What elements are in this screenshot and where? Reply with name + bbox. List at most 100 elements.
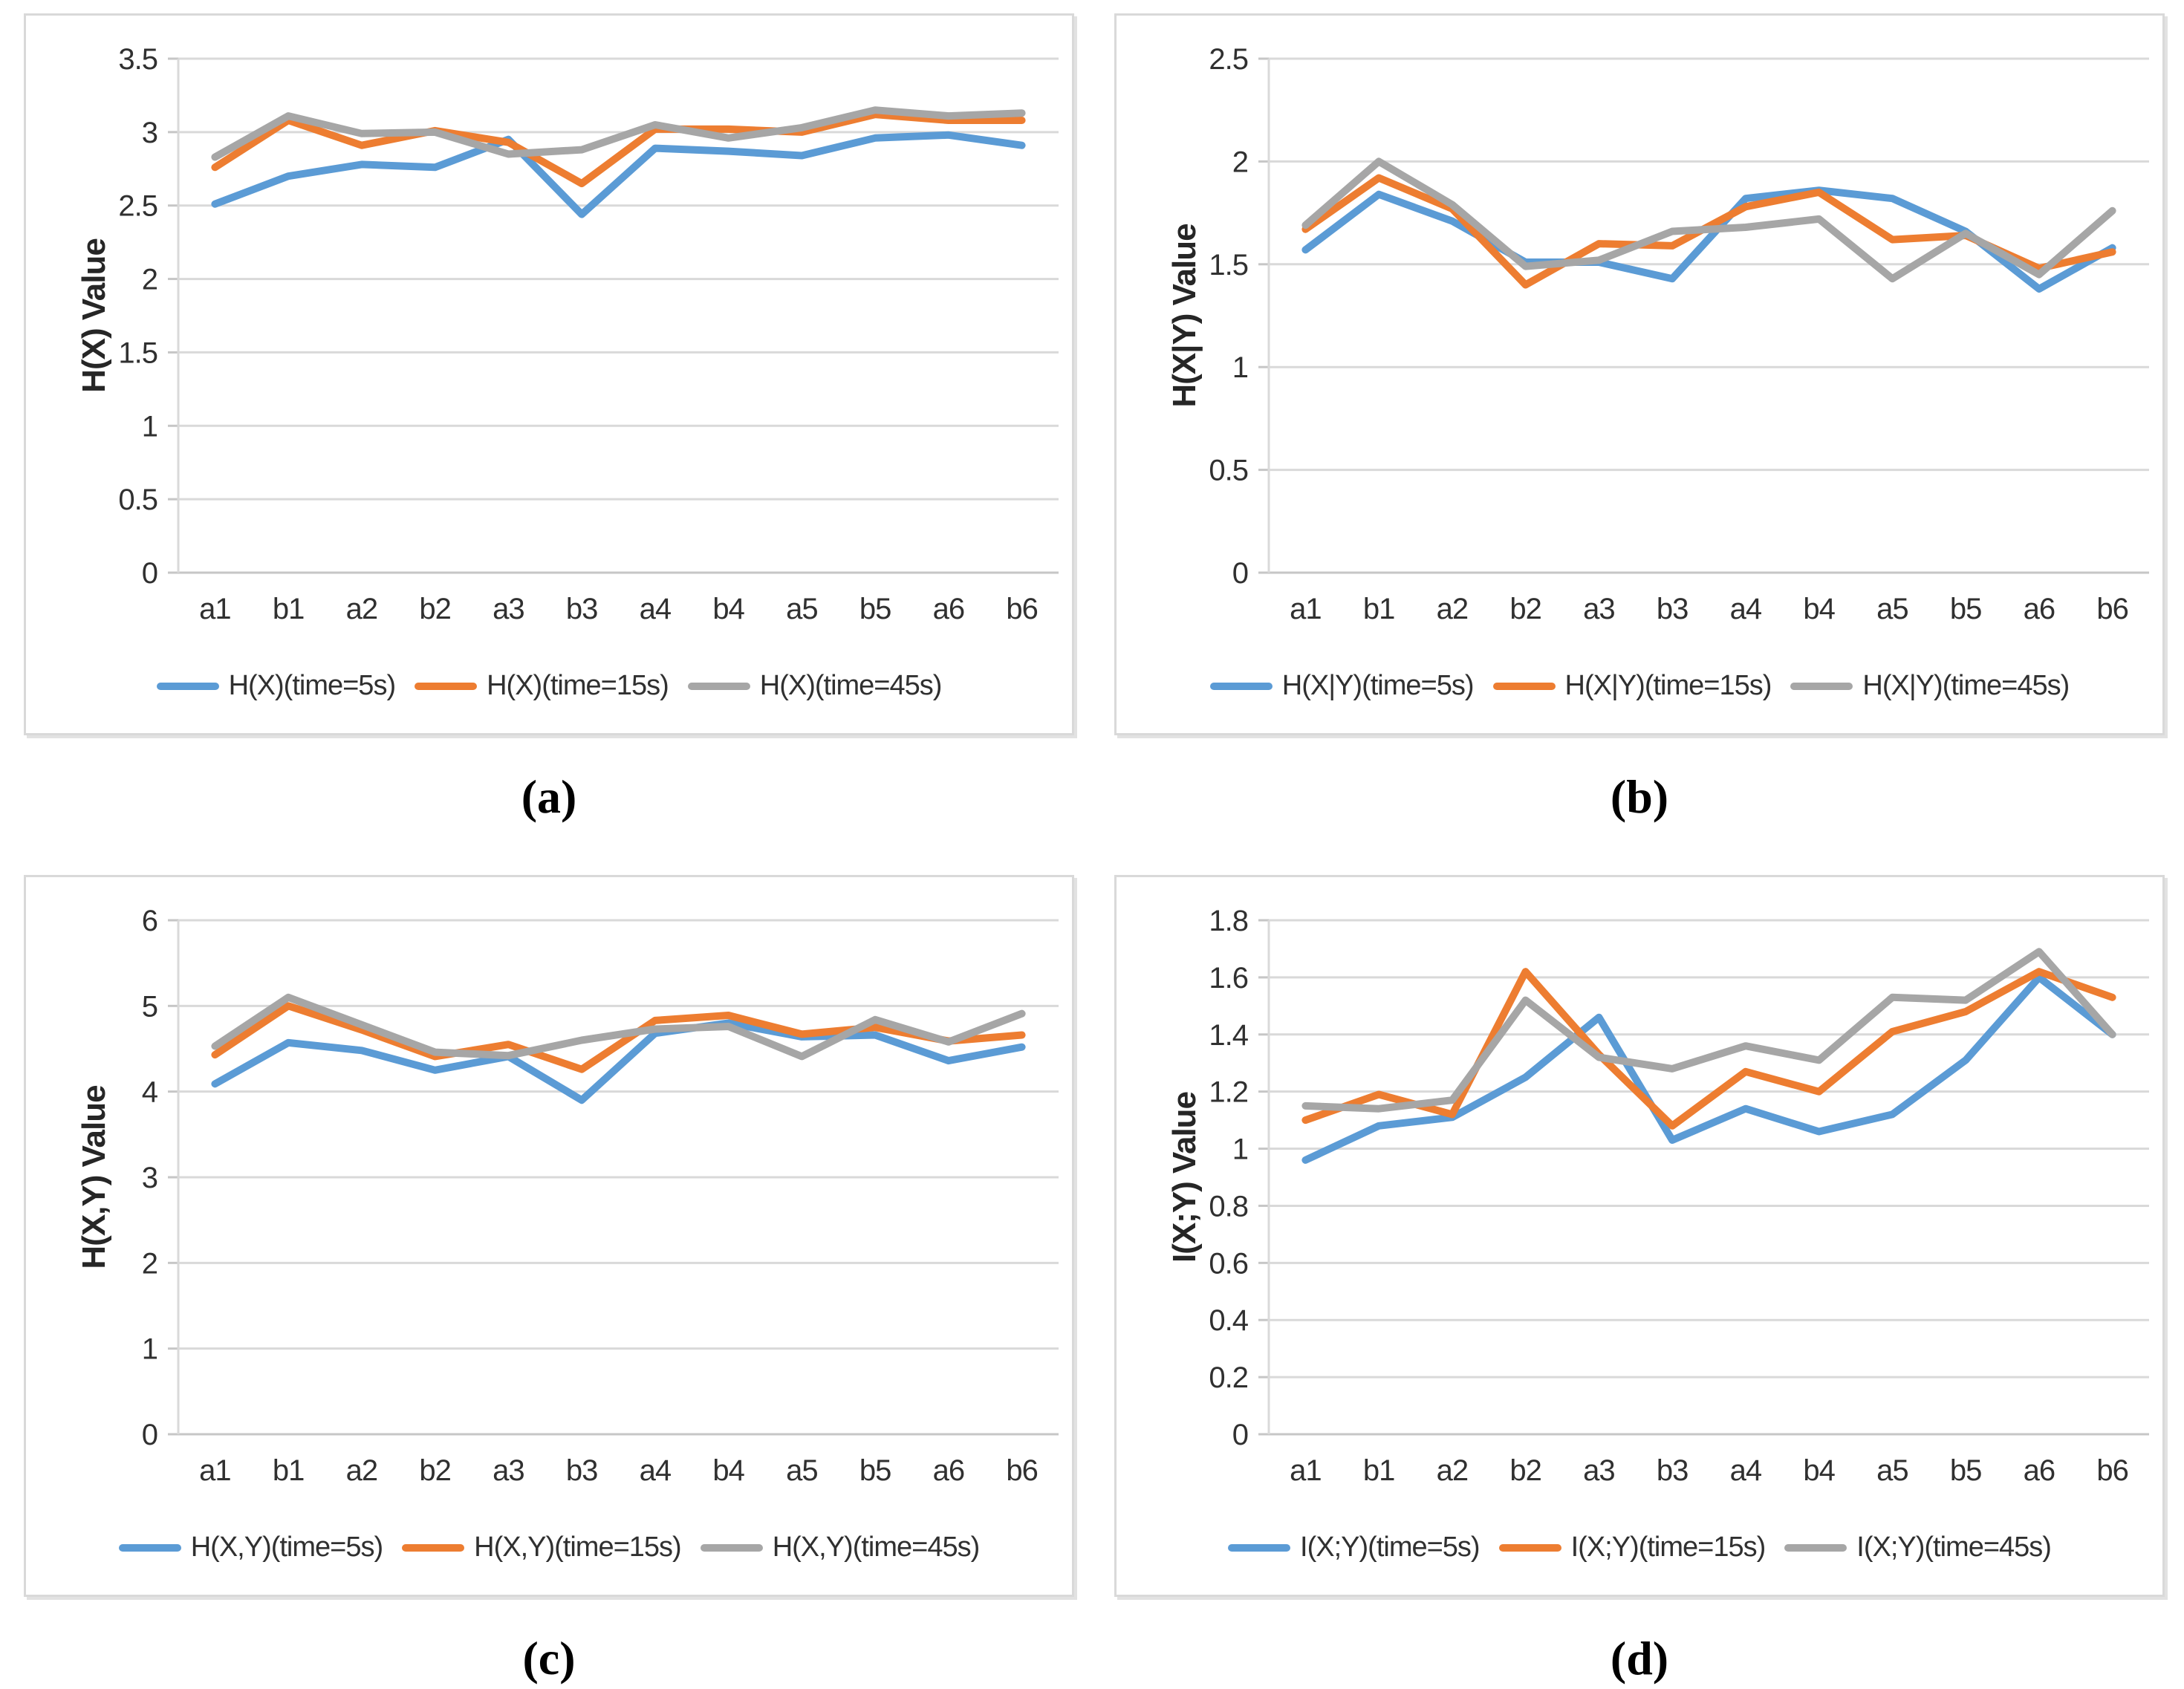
y-tick-label: 1.5 — [1209, 249, 1248, 282]
y-tick-label: 1.5 — [118, 336, 157, 369]
y-tick-label: 1 — [1232, 1133, 1248, 1166]
legend-label: H(X,Y)(time=15s) — [474, 1532, 682, 1563]
legend-label: I(X;Y)(time=45s) — [1856, 1532, 2052, 1563]
y-axis-title-d: I(X;Y) Value — [1166, 1091, 1203, 1263]
y-tick-label: 1 — [142, 410, 157, 443]
x-tick-label: a3 — [493, 1454, 524, 1487]
x-tick-label: b1 — [1363, 1454, 1395, 1487]
y-tick-label: 3 — [142, 1162, 157, 1194]
legend-a: H(X)(time=5s) H(X)(time=15s) H(X)(time=4… — [26, 670, 1072, 702]
x-tick-label: b6 — [1006, 593, 1038, 625]
y-tick-label: 1.2 — [1209, 1076, 1248, 1109]
x-tick-label: b1 — [1363, 593, 1395, 625]
y-tick-label: 5 — [142, 990, 157, 1023]
x-tick-label: a3 — [493, 593, 524, 625]
x-tick-label: a3 — [1583, 593, 1615, 625]
legend-label: I(X;Y)(time=15s) — [1570, 1532, 1767, 1563]
legend-line-swatch — [1228, 1543, 1291, 1552]
legend-item: H(X)(time=15s) — [415, 670, 669, 702]
y-tick-label: 0.2 — [1209, 1361, 1248, 1394]
y-tick-label: 1.4 — [1209, 1019, 1248, 1052]
x-tick-label: a1 — [199, 1454, 231, 1487]
x-axis-labels: a1 b1 a2 b2 a3 b3 a4 b4 a5 b5 a6 b6 — [1290, 1454, 2129, 1487]
legend-item: H(X)(time=5s) — [156, 670, 396, 702]
series-line — [1301, 973, 2116, 1164]
series-line — [1301, 157, 2116, 283]
chart-panel-a: 0 0.5 1 1.5 2 2.5 3 3.5 a1 b1 a2 b2 a3 b3 a4 b4 a5 b5 a6 b6… — [24, 13, 1074, 735]
x-tick-label: b4 — [1803, 593, 1835, 625]
legend-item: H(X,Y)(time=5s) — [118, 1532, 383, 1563]
x-tick-label: a2 — [346, 1454, 378, 1487]
legend-line-swatch — [1790, 682, 1853, 690]
x-tick-label: a6 — [933, 1454, 965, 1487]
y-tick-label: 3.5 — [118, 43, 157, 76]
legend-line-swatch — [1498, 1543, 1561, 1552]
x-axis-labels: a1 b1 a2 b2 a3 b3 a4 b4 a5 b5 a6 b6 — [199, 1454, 1039, 1487]
x-tick-label: a6 — [933, 593, 965, 625]
x-tick-label: a3 — [1583, 1454, 1615, 1487]
legend-item: H(X,Y)(time=15s) — [402, 1532, 682, 1563]
legend-line-swatch — [700, 1543, 763, 1552]
y-tick-label: 3 — [142, 117, 157, 149]
x-tick-label: b6 — [2096, 1454, 2128, 1487]
x-tick-label: b5 — [859, 1454, 891, 1487]
x-tick-label: a5 — [1876, 1454, 1908, 1487]
series-line — [211, 131, 1026, 218]
y-axis-title-c: H(X,Y) Value — [76, 1085, 112, 1269]
plot-area-a: 0 0.5 1 1.5 2 2.5 3 3.5 a1 b1 a2 b2 a3 b3 a4 b4 a5 b5 a6 b6 — [118, 43, 1059, 625]
y-tick-label: 4 — [142, 1076, 158, 1109]
series-line — [211, 1019, 1026, 1104]
legend-item: H(X|Y)(time=5s) — [1209, 670, 1475, 702]
gridlines: 0 0.2 0.4 0.6 0.8 1 1.2 1.4 1.6 1.8 — [1209, 905, 2149, 1451]
x-tick-label: a5 — [786, 593, 818, 625]
x-tick-label: b5 — [1950, 593, 1982, 625]
x-tick-label: b2 — [419, 593, 451, 625]
legend-label: H(X|Y)(time=5s) — [1281, 670, 1475, 701]
y-tick-label: 0.5 — [118, 484, 157, 516]
x-tick-label: a6 — [2024, 593, 2055, 625]
y-tick-label: 6 — [142, 905, 157, 937]
x-tick-label: a4 — [1730, 1454, 1762, 1487]
chart-panel-c: 0 1 2 3 4 5 6 a1 b1 a2 b2 a3 b3 a4 b4 a5 b5 a6 b6 H(X,Y) V… — [24, 875, 1074, 1597]
y-tick-label: 0.5 — [1209, 455, 1248, 487]
plot-area-c: 0 1 2 3 4 5 6 a1 b1 a2 b2 a3 b3 a4 b4 a5 b5 a6 b6 — [142, 905, 1059, 1487]
x-tick-label: b4 — [1803, 1454, 1835, 1487]
legend-line-swatch — [1209, 682, 1273, 690]
legend-line-swatch — [1784, 1543, 1847, 1552]
series-line — [211, 111, 1026, 188]
chart-cell-b: 0 0.5 1 1.5 2 2.5 a1 b1 a2 b2 a3 b3 a4 b4 a5 b5 a6 b6 H(X… — [1114, 13, 2166, 824]
legend-label: H(X,Y)(time=5s) — [190, 1532, 383, 1563]
legend-c: H(X,Y)(time=5s) H(X,Y)(time=15s) H(X,Y)(… — [26, 1532, 1072, 1563]
chart-cell-d: 0 0.2 0.4 0.6 0.8 1 1.2 1.4 1.6 1.8 a1 b1 a2 b2 a3 b3 a4… — [1114, 875, 2166, 1686]
x-tick-label: a2 — [1437, 1454, 1469, 1487]
subfigure-caption-d: (d) — [1610, 1632, 1669, 1685]
series-line — [1301, 948, 2116, 1113]
x-tick-label: b2 — [1509, 1454, 1541, 1487]
y-tick-label: 0 — [142, 1419, 157, 1451]
y-tick-label: 2 — [1232, 146, 1248, 178]
plot-area-d: 0 0.2 0.4 0.6 0.8 1 1.2 1.4 1.6 1.8 a1 b1 a2 b2 a3 b3 a4… — [1209, 905, 2149, 1487]
plot-area-b: 0 0.5 1 1.5 2 2.5 a1 b1 a2 b2 a3 b3 a4 b4 a5 b5 a6 b6 — [1209, 43, 2149, 625]
x-tick-label: b6 — [2096, 593, 2128, 625]
legend-label: I(X;Y)(time=5s) — [1300, 1532, 1481, 1563]
subfigure-caption-a: (a) — [521, 770, 577, 823]
legend-item: I(X;Y)(time=45s) — [1784, 1532, 2052, 1563]
series-line — [1301, 186, 2116, 293]
x-tick-label: a2 — [346, 593, 378, 625]
x-tick-label: a4 — [640, 1454, 672, 1487]
legend-line-swatch — [118, 1543, 181, 1552]
y-axis-title-a: H(X) Value — [76, 238, 112, 393]
x-axis-labels: a1 b1 a2 b2 a3 b3 a4 b4 a5 b5 a6 b6 — [1290, 593, 2129, 625]
x-tick-label: a1 — [199, 593, 231, 625]
legend-label: H(X,Y)(time=45s) — [772, 1532, 981, 1563]
x-tick-label: a5 — [786, 1454, 818, 1487]
chart-cell-a: 0 0.5 1 1.5 2 2.5 3 3.5 a1 b1 a2 b2 a3 b3 a4 b4 a5 b5 a6 b6… — [24, 13, 1076, 824]
y-tick-label: 1.6 — [1209, 962, 1248, 995]
legend-line-swatch — [1492, 682, 1556, 690]
y-tick-label: 0.8 — [1209, 1190, 1248, 1223]
y-tick-label: 2 — [142, 1247, 157, 1280]
chart-cell-c: 0 1 2 3 4 5 6 a1 b1 a2 b2 a3 b3 a4 b4 a5 b5 a6 b6 H(X,Y) V… — [24, 875, 1076, 1686]
legend-label: H(X)(time=15s) — [487, 670, 669, 701]
x-tick-label: b2 — [1509, 593, 1541, 625]
